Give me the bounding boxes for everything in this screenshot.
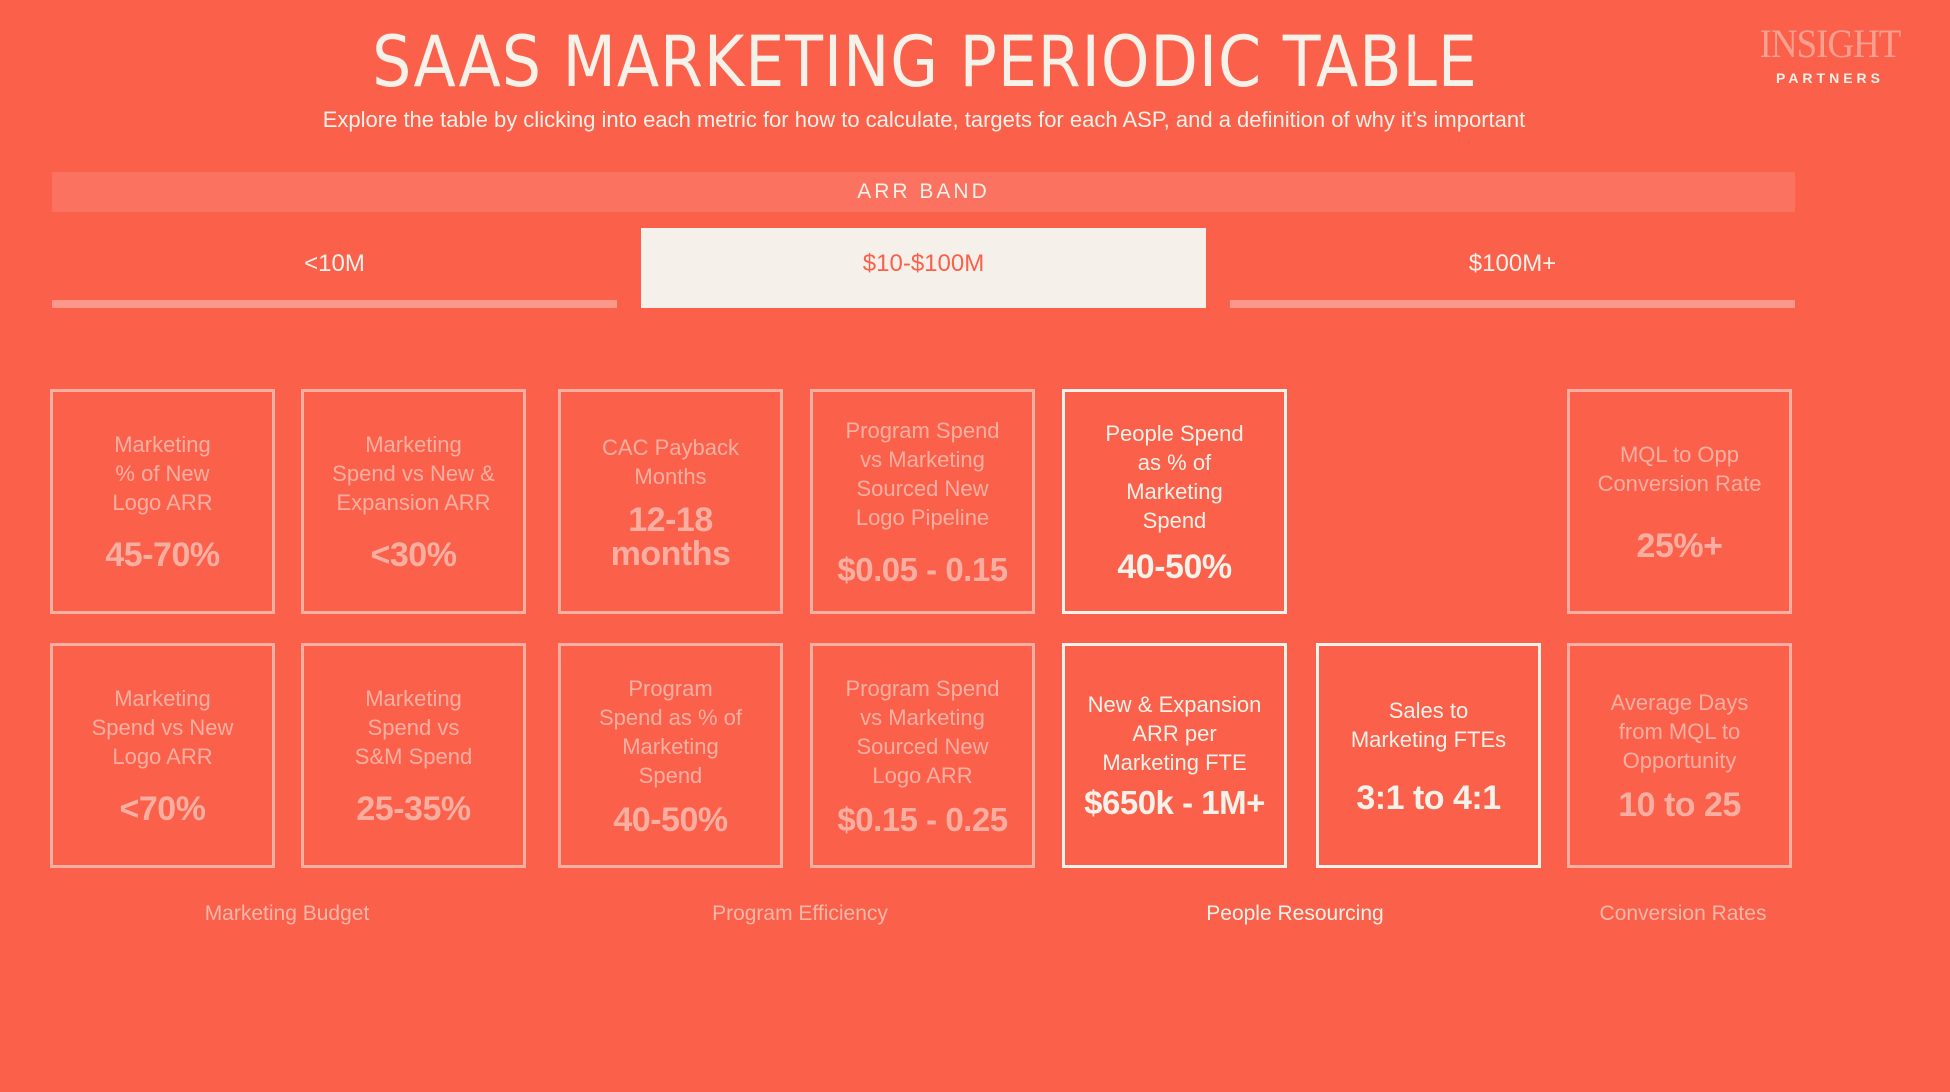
metric-value: 10 to 25 [1618,786,1741,824]
tab-label: $10-$100M [862,250,985,277]
category-conversion-rates[interactable]: Conversion Rates [1599,902,1767,925]
metric-people-spend-pct[interactable]: People Spend as % of Marketing Spend 40-… [1062,389,1287,614]
tab-label: <10M [304,250,365,277]
metric-value: 3:1 to 4:1 [1356,778,1501,817]
metric-program-spend-vs-new-logo-arr[interactable]: Program Spend vs Marketing Sourced New L… [810,643,1035,868]
tab-10m-100m[interactable]: $10-$100M [641,228,1206,308]
insight-partners-logo: INSIGHT PARTNERS [1745,21,1915,87]
metric-value: $650k - 1M+ [1084,784,1265,821]
metric-value: 40-50% [613,800,728,839]
metric-label: Marketing Spend vs S&M Spend [354,686,473,769]
logo-subtext: PARTNERS [1776,70,1884,86]
metric-value: 45-70% [105,536,220,574]
metric-label: CAC Payback Months [602,434,739,489]
arr-band-header: ARR BAND [52,172,1795,212]
metric-program-spend-pct-marketing[interactable]: Program Spend as % of Marketing Spend 40… [558,643,783,868]
metric-marketing-pct-new-logo-arr[interactable]: Marketing % of New Logo ARR 45-70% [50,389,275,614]
tab-label: $100M+ [1468,250,1557,277]
page-title: SAAS MARKETING PERIODIC TABLE [372,21,1478,103]
metric-mql-to-opp-conversion[interactable]: MQL to Opp Conversion Rate 25%+ [1567,389,1792,614]
metric-value: <30% [370,536,457,574]
metric-label: Marketing Spend vs New & Expansion ARR [332,432,495,515]
arr-band-label: ARR BAND [857,180,990,203]
metric-label: Program Spend as % of Marketing Spend [598,675,743,788]
metric-value: 12-18 months [610,500,731,573]
metric-cac-payback-months[interactable]: CAC Payback Months 12-18 months [558,389,783,614]
metric-sales-to-marketing-ftes[interactable]: Sales to Marketing FTEs 3:1 to 4:1 [1316,643,1541,868]
metric-label: Marketing % of New Logo ARR [112,432,213,515]
metric-value: 25%+ [1636,526,1723,565]
metric-value: <70% [119,790,206,828]
metric-value: 25-35% [356,790,471,828]
metric-avg-days-mql-to-opp[interactable]: Average Days from MQL to Opportunity 10 … [1567,643,1792,868]
logo-wordmark: INSIGHT [1759,21,1902,66]
category-marketing-budget[interactable]: Marketing Budget [204,902,370,925]
metric-label: New & Expansion ARR per Marketing FTE [1087,692,1262,775]
metric-program-spend-vs-pipeline[interactable]: Program Spend vs Marketing Sourced New L… [810,389,1035,614]
tab-under-10m[interactable]: <10M [52,228,617,308]
metric-label: Marketing Spend vs New Logo ARR [91,686,234,769]
metric-label: Program Spend vs Marketing Sourced New L… [845,417,1000,530]
metric-value: $0.05 - 0.15 [837,550,1008,588]
metric-marketing-spend-vs-new-expansion-arr[interactable]: Marketing Spend vs New & Expansion ARR <… [301,389,526,614]
metric-label: MQL to Opp Conversion Rate [1597,441,1762,496]
metric-label: People Spend as % of Marketing Spend [1105,420,1244,533]
metric-value: 40-50% [1117,547,1232,586]
metric-marketing-spend-vs-sm-spend[interactable]: Marketing Spend vs S&M Spend 25-35% [301,643,526,868]
metric-label: Sales to Marketing FTEs [1350,697,1507,752]
metric-arr-per-marketing-fte[interactable]: New & Expansion ARR per Marketing FTE $6… [1062,643,1287,868]
metric-label: Program Spend vs Marketing Sourced New L… [845,675,1000,788]
metric-marketing-spend-vs-new-logo-arr[interactable]: Marketing Spend vs New Logo ARR <70% [50,643,275,868]
tab-100m-plus[interactable]: $100M+ [1230,228,1795,308]
category-people-resourcing[interactable]: People Resourcing [1206,902,1384,925]
page-subtitle: Explore the table by clicking into each … [322,107,1526,132]
metric-label: Average Days from MQL to Opportunity [1610,690,1749,773]
category-program-efficiency[interactable]: Program Efficiency [712,902,888,925]
metric-value: $0.15 - 0.25 [837,800,1008,838]
